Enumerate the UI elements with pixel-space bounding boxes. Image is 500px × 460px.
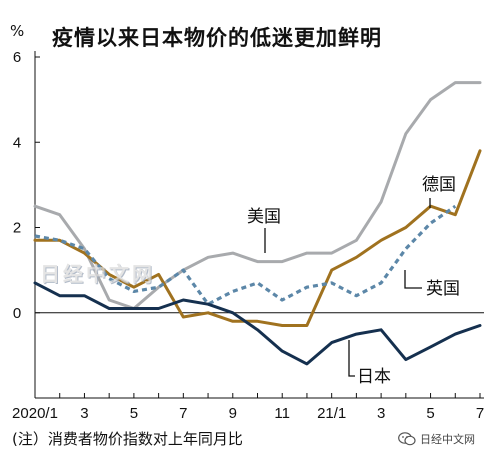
y-unit-label: % — [10, 22, 25, 40]
series-label-leader — [404, 270, 422, 289]
series-line — [33, 149, 482, 327]
x-tick-label: 11 — [274, 405, 290, 422]
chart-title: 疫情以来日本物价的低迷更加鲜明 — [52, 26, 382, 50]
x-tick-label: 7 — [476, 405, 484, 422]
x-tick-label: 21/1 — [317, 405, 346, 422]
x-tick-label: 5 — [130, 405, 138, 422]
x-tick-label: 2020/1 — [12, 405, 58, 422]
series-label: 英国 — [426, 279, 460, 299]
wechat-account-name: 日经中文网 — [420, 433, 475, 446]
series-label: 德国 — [422, 175, 456, 195]
wechat-credit: 日经中文网 — [398, 431, 475, 447]
series-label: 日本 — [357, 367, 391, 387]
x-tick-label: 3 — [80, 405, 88, 422]
series-line — [33, 81, 482, 310]
series-label: 美国 — [247, 207, 281, 227]
series-line — [34, 204, 457, 306]
x-tick-label: 7 — [179, 405, 187, 422]
wechat-icon — [398, 432, 416, 446]
y-tick-label: 2 — [13, 220, 21, 237]
footnote: (注）消费者物价指数对上年同月比 — [12, 430, 243, 448]
chart-axes: 0 2 4 6 2020/1 3 5 7 9 11 21/1 3 5 7 — [12, 49, 484, 422]
x-tick-label: 3 — [377, 405, 385, 422]
series-line — [33, 281, 482, 366]
chart-series — [33, 81, 482, 366]
x-tick-label: 5 — [426, 405, 434, 422]
y-tick-label: 0 — [13, 305, 21, 322]
series-label-leader — [348, 340, 355, 377]
y-tick-label: 4 — [13, 134, 21, 151]
x-tick-label: 9 — [229, 405, 237, 422]
y-tick-label: 6 — [13, 49, 21, 66]
